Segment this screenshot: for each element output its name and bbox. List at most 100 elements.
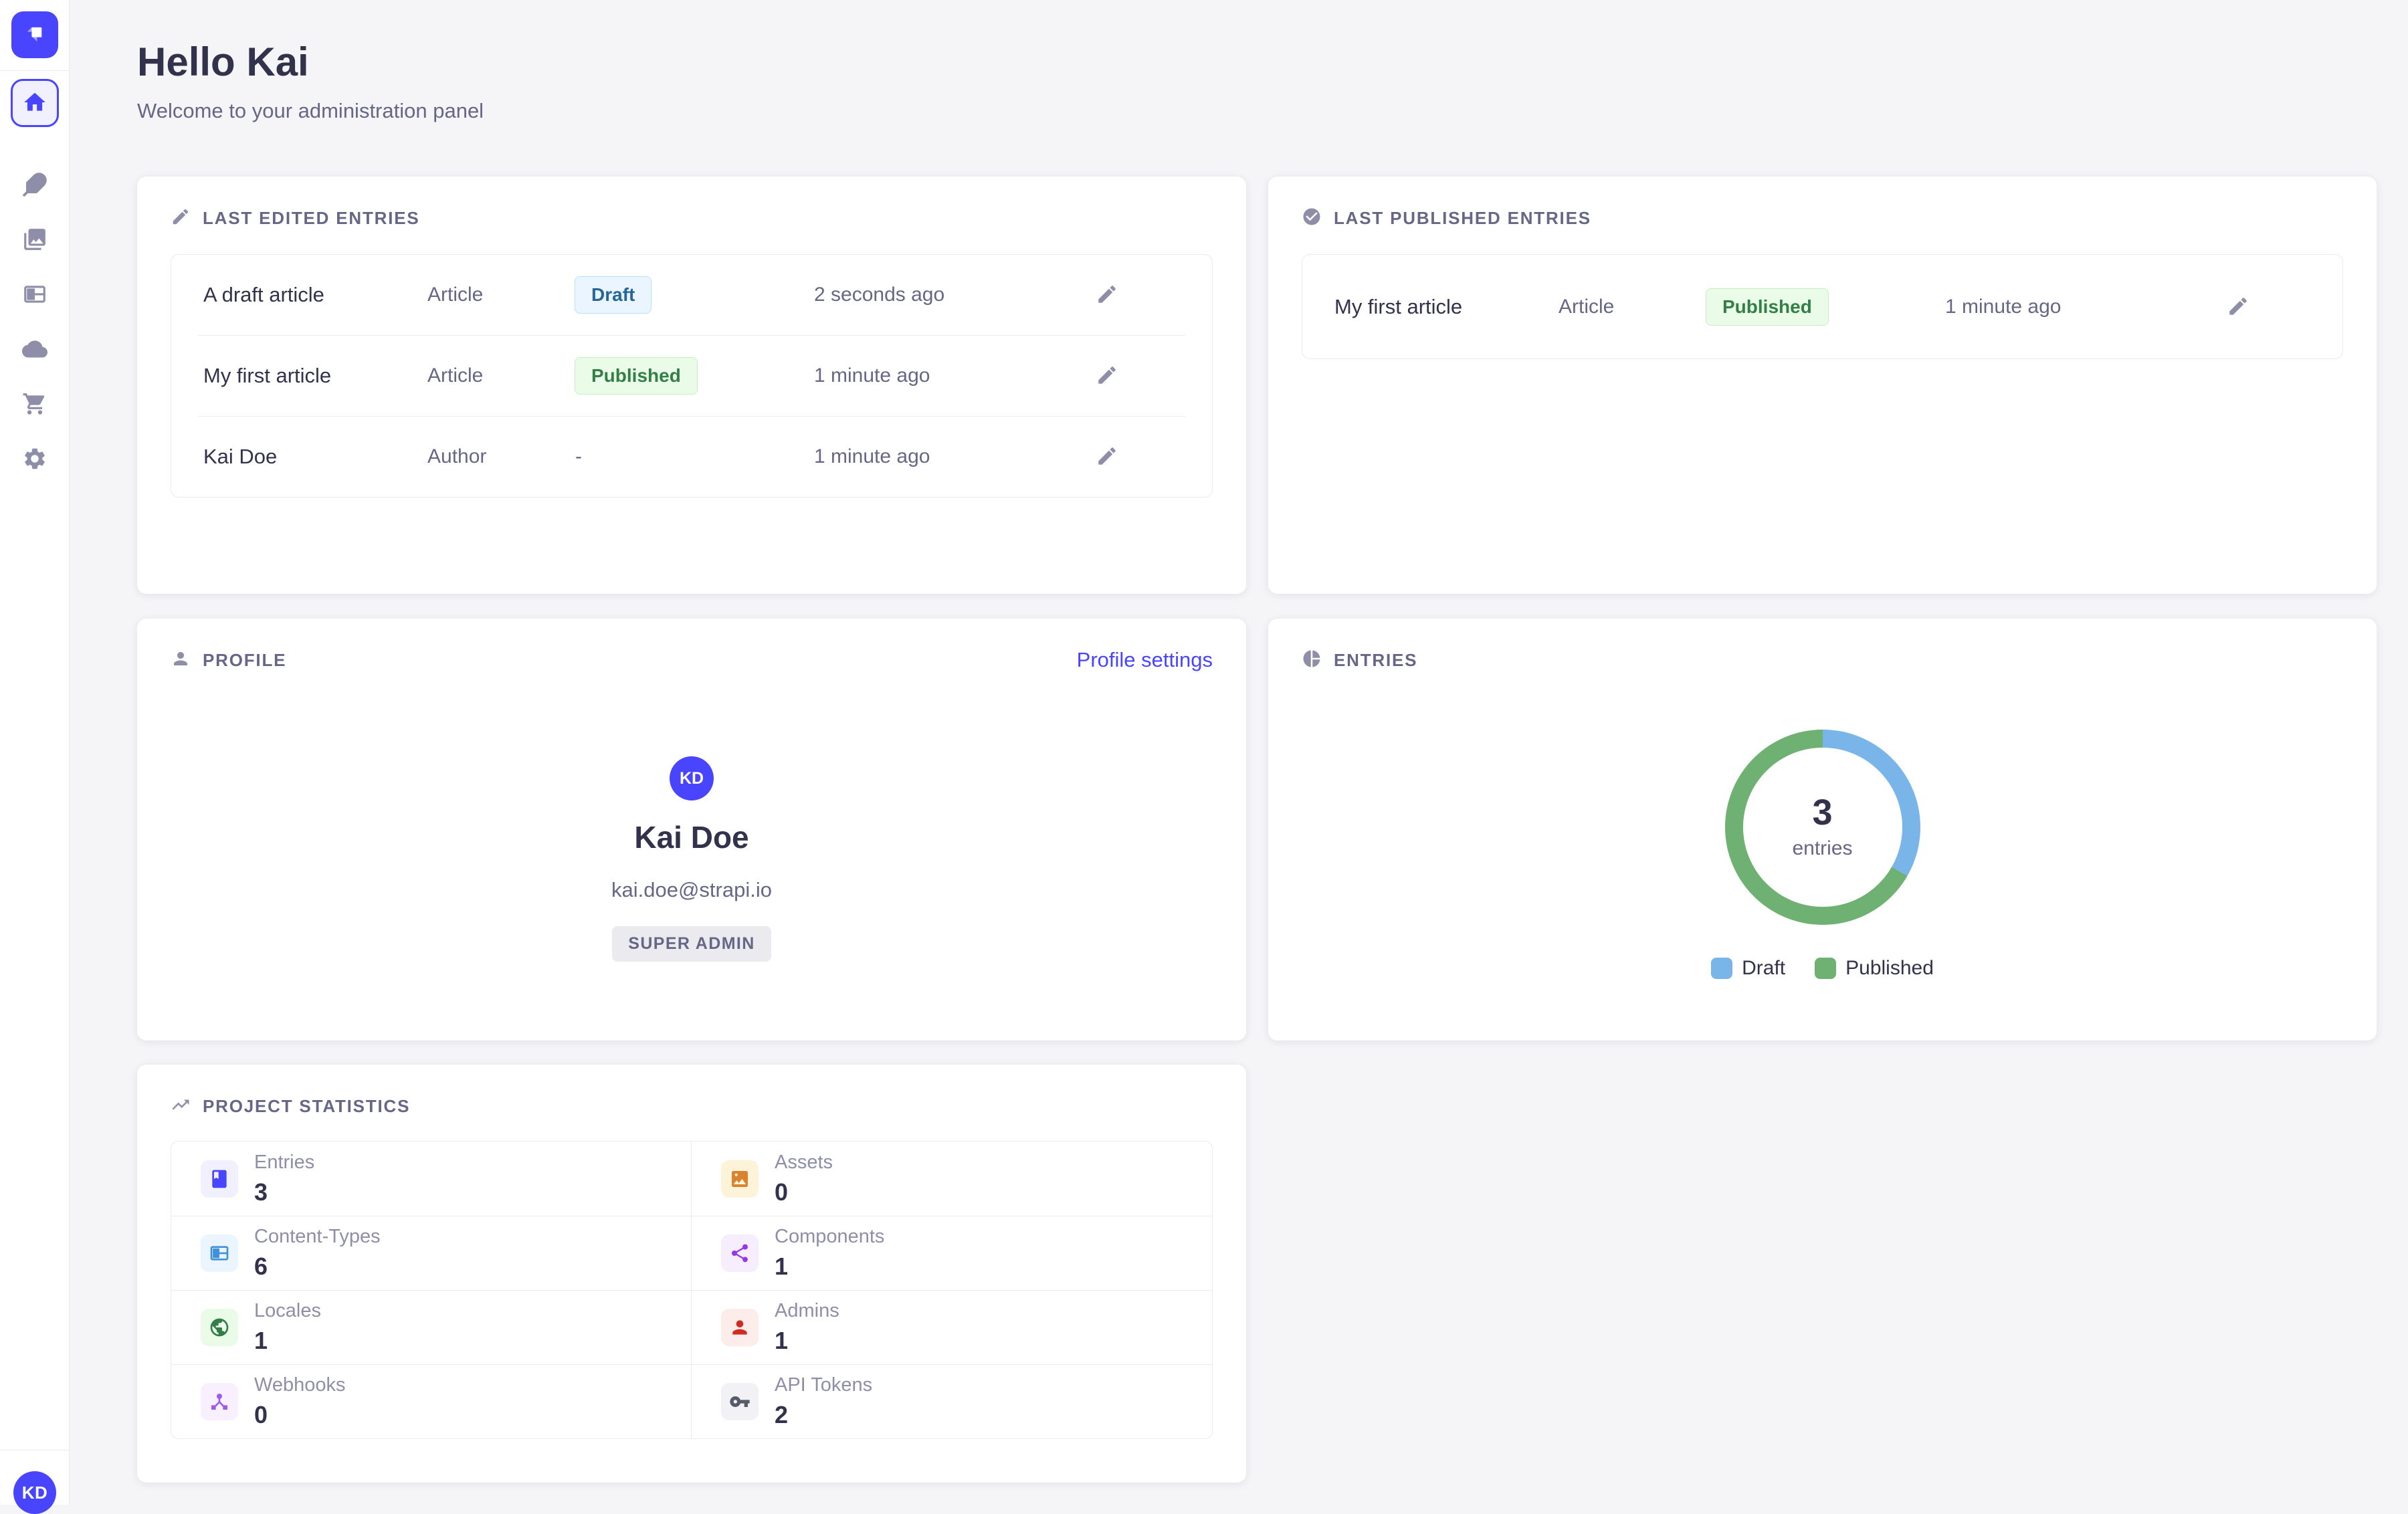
avatar: KD (670, 756, 714, 800)
stat-value: 6 (254, 1253, 268, 1280)
feather-icon (22, 172, 47, 199)
stats-grid: Entries 3 Assets 0 Content-Types 6 Compo… (171, 1141, 1213, 1439)
status-badge: Draft (575, 276, 652, 314)
card-title: ENTRIES (1334, 649, 1418, 670)
home-icon (22, 90, 47, 117)
cart-icon (22, 391, 47, 419)
entry-type: Article (427, 364, 484, 387)
entries-card: ENTRIES 3 entries Draft Published (1268, 619, 2377, 1041)
sidebar-item-media-library[interactable] (19, 227, 50, 253)
stat-label: Locales (254, 1300, 321, 1321)
chart-legend: Draft Published (1711, 957, 1934, 980)
entries-chart-area: 3 entries Draft Published (1302, 730, 2343, 980)
table-row[interactable]: A draft article Article Draft 2 seconds … (171, 255, 1212, 335)
status-badge: - (575, 445, 582, 467)
entries-total-label: entries (1792, 837, 1853, 859)
card-title: LAST EDITED ENTRIES (203, 207, 420, 228)
page-title: Hello Kai (137, 39, 309, 84)
card-header: ENTRIES (1302, 648, 2343, 672)
edit-entry-button[interactable] (1095, 445, 1119, 469)
project-statistics-card: PROJECT STATISTICS Entries 3 Assets 0 Co… (137, 1065, 1246, 1483)
entry-time: 2 seconds ago (814, 284, 945, 306)
card-header: LAST PUBLISHED ENTRIES (1302, 206, 2343, 230)
check-circle-icon (1302, 207, 1322, 230)
stat-label: API Tokens (775, 1374, 873, 1396)
edit-entry-button[interactable] (1095, 283, 1119, 307)
profile-settings-link[interactable]: Profile settings (1076, 648, 1213, 671)
globe-icon (201, 1309, 238, 1346)
gear-icon (22, 446, 47, 473)
sidebar-item-settings[interactable] (19, 447, 50, 472)
last-published-entries-card: LAST PUBLISHED ENTRIES My first article … (1268, 177, 2377, 594)
strapi-logo-icon (20, 19, 49, 51)
user-icon (721, 1309, 759, 1346)
profile-name: Kai Doe (634, 820, 749, 855)
legend-label: Published (1845, 957, 1934, 979)
sidebar-divider (0, 70, 70, 71)
profile-body: KD Kai Doe kai.doe@strapi.io SUPER ADMIN (171, 756, 1213, 962)
stat-label: Content-Types (254, 1226, 381, 1247)
sidebar-item-home[interactable] (11, 79, 59, 127)
profile-email: kai.doe@strapi.io (611, 878, 772, 901)
table-row[interactable]: Kai Doe Author - 1 minute ago (171, 417, 1212, 497)
photo-library-icon (22, 227, 47, 254)
status-badge: Published (575, 357, 698, 395)
entries-total: 3 (1812, 792, 1833, 833)
entry-type: Author (427, 445, 487, 467)
user-avatar[interactable]: KD (13, 1471, 56, 1514)
entry-time: 1 minute ago (814, 364, 930, 387)
last-edited-table: A draft article Article Draft 2 seconds … (171, 254, 1213, 498)
stat-value: 1 (254, 1327, 268, 1354)
profile-card: PROFILE Profile settings KD Kai Doe kai.… (137, 619, 1246, 1041)
stat-label: Components (775, 1226, 885, 1247)
person-icon (171, 649, 191, 672)
entry-time: 1 minute ago (1945, 295, 2062, 318)
entry-time: 1 minute ago (814, 445, 930, 467)
card-title: PROFILE (203, 649, 287, 670)
stat-webhooks: Webhooks 0 (171, 1364, 692, 1438)
sidebar-nav (0, 79, 70, 472)
role-badge: SUPER ADMIN (612, 926, 771, 962)
stat-value: 0 (254, 1401, 268, 1428)
stat-value: 1 (775, 1327, 789, 1354)
stat-value: 1 (775, 1253, 789, 1280)
edit-entry-button[interactable] (2226, 295, 2250, 319)
book-icon (201, 1160, 238, 1198)
stat-label: Assets (775, 1151, 833, 1173)
sidebar-item-cloud[interactable] (19, 337, 50, 362)
stat-entries: Entries 3 (171, 1142, 692, 1216)
stat-label: Webhooks (254, 1374, 346, 1396)
key-icon (721, 1383, 759, 1420)
trending-up-icon (171, 1095, 191, 1118)
entry-type: Article (1559, 295, 1615, 318)
entry-title: A draft article (203, 283, 324, 306)
status-badge: Published (1706, 288, 1829, 326)
sidebar-item-content-manager[interactable] (19, 172, 50, 199)
stat-admins: Admins 1 (692, 1290, 1212, 1364)
pie-chart-icon (1302, 649, 1322, 672)
published-swatch (1815, 958, 1837, 979)
sidebar-item-content-type-builder[interactable] (19, 282, 50, 308)
table-row[interactable]: My first article Article Published 1 min… (171, 336, 1212, 416)
card-title: PROJECT STATISTICS (203, 1095, 411, 1116)
stat-locales: Locales 1 (171, 1290, 692, 1364)
last-edited-entries-card: LAST EDITED ENTRIES A draft article Arti… (137, 177, 1246, 594)
sidebar: KD (0, 0, 70, 1514)
image-icon (721, 1160, 759, 1198)
edit-entry-button[interactable] (1095, 364, 1119, 388)
stat-value: 0 (775, 1178, 789, 1206)
layout-icon (22, 282, 47, 309)
cloud-icon (22, 336, 47, 364)
row-divider (198, 416, 1185, 417)
entry-title: My first article (1334, 294, 1463, 318)
card-header: PROJECT STATISTICS (171, 1094, 1213, 1118)
table-row[interactable]: My first article Article Published 1 min… (1302, 255, 2342, 358)
stat-assets: Assets 0 (692, 1142, 1212, 1216)
strapi-logo-button[interactable] (11, 11, 58, 58)
legend-item-published: Published (1815, 957, 1934, 980)
sidebar-item-marketplace[interactable] (19, 392, 50, 417)
stat-value: 2 (775, 1401, 789, 1428)
pencil-icon (171, 207, 191, 230)
entry-title: Kai Doe (203, 445, 278, 468)
legend-item-draft: Draft (1711, 957, 1785, 980)
